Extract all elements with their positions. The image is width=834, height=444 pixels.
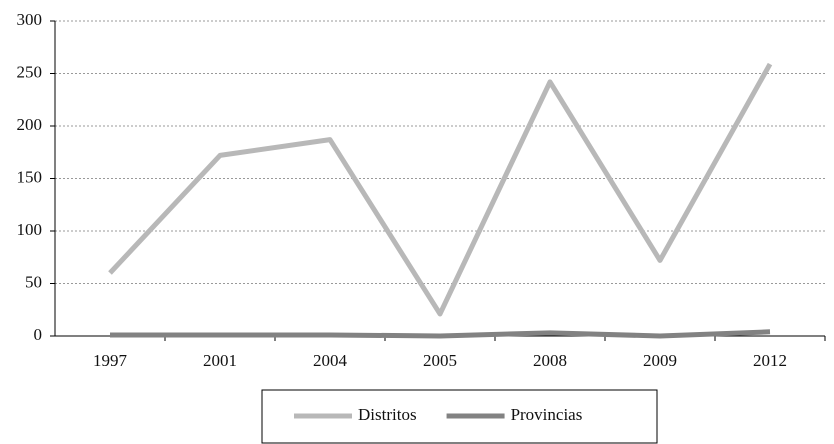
series-line <box>108 62 773 317</box>
y-tick-label: 200 <box>17 115 43 134</box>
x-tick-label: 2009 <box>643 351 677 370</box>
legend-label: Provincias <box>511 405 583 424</box>
legend-label: Distritos <box>358 405 417 424</box>
x-tick-label: 2004 <box>313 351 348 370</box>
x-tick-label: 1997 <box>93 351 128 370</box>
y-tick-label: 300 <box>17 10 43 29</box>
y-tick-label: 250 <box>17 62 43 81</box>
x-tick-label: 2008 <box>533 351 567 370</box>
y-tick-label: 150 <box>17 167 43 186</box>
y-tick-label: 50 <box>25 272 42 291</box>
y-tick-label: 100 <box>17 220 43 239</box>
y-tick-label: 0 <box>34 325 43 344</box>
series-line <box>110 329 771 339</box>
x-tick-label: 2012 <box>753 351 787 370</box>
x-tick-label: 2001 <box>203 351 237 370</box>
x-tick-label: 2005 <box>423 351 457 370</box>
